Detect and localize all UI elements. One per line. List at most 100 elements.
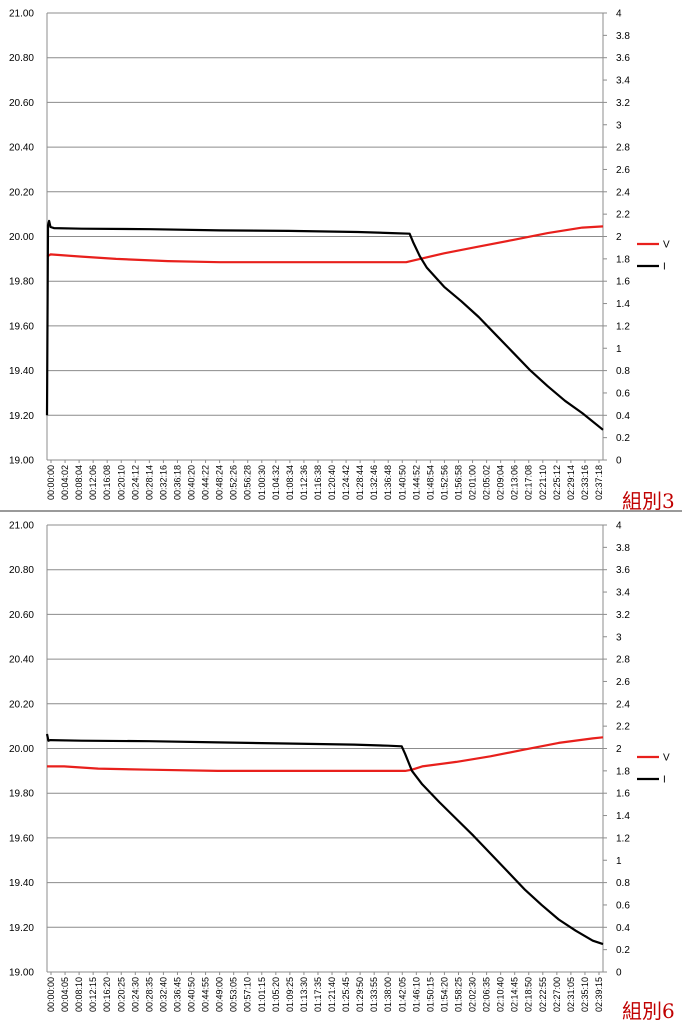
x-tick-label: 02:02:30 — [468, 977, 478, 1012]
x-tick-label: 02:35:10 — [580, 977, 590, 1012]
right-y-tick-label: 0.8 — [616, 878, 630, 889]
left-y-tick-label: 20.00 — [9, 232, 34, 243]
right-y-tick-label: 3.4 — [616, 588, 630, 599]
left-y-tick-label: 19.20 — [9, 411, 34, 422]
left-y-tick-label: 20.20 — [9, 699, 34, 710]
right-y-tick-label: 0.4 — [616, 923, 630, 934]
x-tick-label: 00:24:30 — [130, 977, 140, 1012]
x-tick-label: 01:12:36 — [299, 465, 309, 500]
x-tick-label: 00:57:10 — [243, 977, 253, 1012]
x-tick-label: 00:40:20 — [187, 465, 197, 500]
x-tick-label: 00:36:45 — [172, 977, 182, 1012]
x-tick-label: 02:01:00 — [468, 465, 478, 500]
right-y-tick-label: 0.2 — [616, 433, 630, 444]
line-chart-group-6: 19.0019.2019.4019.6019.8020.0020.2020.40… — [9, 521, 675, 1024]
x-tick-label: 00:20:25 — [116, 977, 126, 1012]
x-tick-label: 01:16:38 — [313, 465, 323, 500]
chart-panel-group-6: 19.00 19.20 19.40 19.60 19.80 20.00 20.20 20.40… — [0, 512, 682, 1024]
right-y-tick-label: 3.8 — [616, 31, 630, 42]
x-tick-label: 00:32:16 — [158, 465, 168, 500]
x-tick-label: 00:44:55 — [201, 977, 211, 1012]
series-line-i — [45, 219, 604, 431]
right-y-tick-label: 2.8 — [616, 143, 630, 154]
right-y-tick-label: 0.6 — [616, 388, 630, 399]
right-y-tick-label: 2.6 — [616, 165, 630, 176]
left-y-tick-label: 20.40 — [9, 655, 34, 666]
x-tick-label: 02:10:40 — [496, 977, 506, 1012]
x-tick-label: 01:50:15 — [425, 977, 435, 1012]
left-y-tick-label: 20.20 — [9, 187, 34, 198]
x-tick-label: 00:16:08 — [102, 465, 112, 500]
left-y-tick-label: 19.80 — [9, 277, 34, 288]
right-y-tick-label: 1.2 — [616, 833, 630, 844]
right-y-tick-label: 1 — [616, 344, 622, 355]
right-y-tick-label: 4 — [616, 9, 622, 20]
chart-panel-group-3: 19.00 19.20 19.40 19.60 19.80 20.00 20.20 20.40… — [0, 0, 682, 511]
x-tick-label: 01:38:00 — [383, 977, 393, 1012]
x-tick-label: 01:46:10 — [411, 977, 421, 1012]
left-y-tick-label: 19.00 — [9, 456, 34, 467]
right-y-tick-label: 0.8 — [616, 366, 630, 377]
right-y-tick-label: 3.8 — [616, 543, 630, 554]
x-tick-label: 00:28:35 — [144, 977, 154, 1012]
x-tick-label: 02:13:06 — [510, 465, 520, 500]
series-line-v — [47, 736, 604, 772]
left-y-tick-label: 21.00 — [9, 9, 34, 20]
x-tick-label: 01:32:46 — [369, 465, 379, 500]
x-tick-label: 00:36:18 — [172, 465, 182, 500]
x-tick-label: 00:04:02 — [60, 465, 70, 500]
x-tick-label: 01:20:40 — [327, 465, 337, 500]
group-label: 組別6 — [622, 999, 675, 1023]
right-y-tick-label: 2.2 — [616, 210, 630, 221]
right-y-tick-label: 0 — [616, 456, 622, 467]
x-tick-label: 00:00:00 — [46, 977, 56, 1012]
x-tick-label: 01:13:30 — [299, 977, 309, 1012]
x-tick-label: 02:22:55 — [538, 977, 548, 1012]
left-y-tick-label: 19.60 — [9, 321, 34, 332]
x-tick-label: 02:09:04 — [496, 465, 506, 500]
x-tick-label: 01:05:20 — [271, 977, 281, 1012]
x-tick-label: 02:37:18 — [594, 465, 604, 500]
right-y-tick-label: 0.4 — [616, 411, 630, 422]
x-tick-label: 00:32:40 — [158, 977, 168, 1012]
left-y-tick-label: 19.80 — [9, 789, 34, 800]
right-y-tick-label: 2.4 — [616, 699, 630, 710]
x-tick-label: 00:12:06 — [88, 465, 98, 500]
left-y-tick-label: 20.00 — [9, 744, 34, 755]
x-tick-label: 01:25:45 — [341, 977, 351, 1012]
x-tick-label: 02:31:05 — [566, 977, 576, 1012]
right-y-tick-label: 3.2 — [616, 610, 630, 621]
x-tick-label: 01:48:54 — [425, 465, 435, 500]
x-tick-label: 01:44:52 — [411, 465, 421, 500]
left-y-tick-label: 20.60 — [9, 98, 34, 109]
x-tick-label: 02:21:10 — [538, 465, 548, 500]
right-y-tick-label: 1.8 — [616, 254, 630, 265]
x-tick-label: 01:21:40 — [327, 977, 337, 1012]
x-tick-label: 01:17:35 — [313, 977, 323, 1012]
x-tick-label: 01:33:55 — [369, 977, 379, 1012]
right-y-tick-label: 2 — [616, 744, 622, 755]
right-y-tick-label: 2.8 — [616, 655, 630, 666]
left-y-tick-label: 19.00 — [9, 968, 34, 979]
x-tick-label: 00:20:10 — [116, 465, 126, 500]
x-tick-label: 02:27:00 — [552, 977, 562, 1012]
x-tick-label: 00:53:05 — [229, 977, 239, 1012]
x-tick-label: 01:29:50 — [355, 977, 365, 1012]
line-chart-group-3: 19.0019.2019.4019.6019.8020.0020.2020.40… — [9, 9, 675, 512]
x-tick-label: 01:58:25 — [453, 977, 463, 1012]
legend-label-i: I — [663, 262, 666, 273]
right-y-tick-label: 1 — [616, 856, 622, 867]
x-tick-label: 00:44:22 — [201, 465, 211, 500]
x-tick-label: 02:18:50 — [524, 977, 534, 1012]
x-tick-label: 02:14:45 — [510, 977, 520, 1012]
right-y-tick-label: 1.8 — [616, 766, 630, 777]
right-y-tick-label: 2.2 — [616, 722, 630, 733]
x-tick-label: 00:16:20 — [102, 977, 112, 1012]
right-y-tick-label: 3.2 — [616, 98, 630, 109]
right-y-tick-label: 1.4 — [616, 811, 630, 822]
left-y-tick-label: 21.00 — [9, 521, 34, 532]
x-tick-label: 00:24:12 — [130, 465, 140, 500]
left-y-tick-label: 20.80 — [9, 53, 34, 64]
x-tick-label: 01:56:58 — [453, 465, 463, 500]
left-y-tick-label: 20.80 — [9, 565, 34, 576]
